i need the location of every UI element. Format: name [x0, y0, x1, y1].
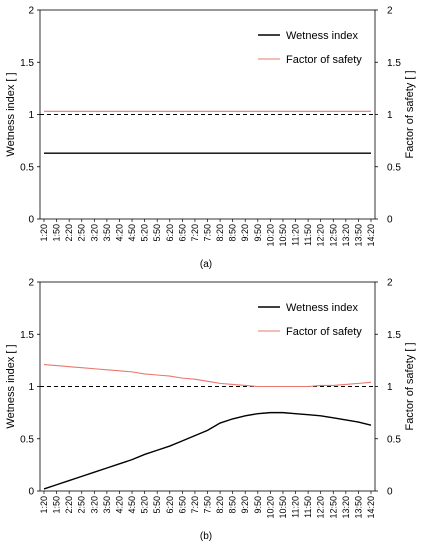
x-tick-label: 4:50: [127, 224, 137, 242]
y-right-tick-label: 0.5: [387, 434, 401, 445]
x-tick-label: 4:20: [114, 224, 124, 242]
x-tick-label: 3:50: [102, 496, 112, 514]
x-tick-label: 7:50: [203, 224, 213, 242]
y-tick-label: 2: [28, 6, 34, 17]
y-right-tick-label: 2: [387, 6, 393, 17]
y-right-tick-label: 0.5: [387, 162, 401, 173]
x-tick-label: 12:50: [328, 224, 338, 247]
y-right-tick-label: 0: [387, 487, 393, 498]
chart-panel-1: 0 0.5 1 1.5 2 0 0.5 1 1.5 2 1:20 1:50 2:20 2:50 3:20 3:…: [5, 6, 416, 271]
x-tick-label: 1:50: [52, 224, 62, 242]
y-right-tick-label: 0: [387, 215, 393, 226]
x-tick-label: 8:20: [215, 496, 225, 514]
x-tick-label: 12:20: [316, 496, 326, 519]
x-tick-label: 7:50: [203, 496, 213, 514]
x-tick-label: 3:50: [102, 224, 112, 242]
y-right-tick-label: 1.5: [387, 58, 401, 69]
legend-label: Factor of safety: [286, 54, 362, 66]
x-tick-label: 13:20: [341, 496, 351, 519]
y-axis-title: Wetness index [ ]: [5, 344, 17, 428]
x-tick-label: 5:20: [140, 224, 150, 242]
y-tick-label: 1.5: [20, 330, 34, 341]
x-tick-label: 12:50: [328, 496, 338, 519]
y-tick-label: 0.5: [20, 162, 34, 173]
x-tick-label: 8:20: [215, 224, 225, 242]
x-tick-label: 9:50: [253, 496, 263, 514]
x-tick-label: 6:20: [165, 224, 175, 242]
legend-label: Factor of safety: [286, 326, 362, 338]
x-tick-label: 10:20: [265, 224, 275, 247]
x-tick-label: 7:20: [190, 496, 200, 514]
x-tick-label: 3:20: [89, 224, 99, 242]
x-tick-label: 4:20: [114, 496, 124, 514]
x-tick-label: 1:20: [39, 224, 49, 242]
x-tick-label: 10:50: [278, 224, 288, 247]
y-tick-label: 1: [28, 382, 34, 393]
y-axis-title: Wetness index [ ]: [5, 72, 17, 156]
x-tick-label: 6:50: [177, 224, 187, 242]
y-right-tick-label: 2: [387, 278, 393, 289]
x-tick-label: 4:50: [127, 496, 137, 514]
x-tick-label: 11:50: [303, 224, 313, 246]
x-tick-label: 1:50: [52, 496, 62, 514]
legend-label: Wetness index: [286, 30, 358, 42]
x-tick-label: 13:50: [353, 496, 363, 519]
x-tick-label: 1:20: [39, 496, 49, 514]
x-tick-label: 8:50: [228, 496, 238, 514]
legend-label: Wetness index: [286, 302, 358, 314]
x-tick-label: 13:20: [341, 224, 351, 247]
y-tick-label: 0.5: [20, 434, 34, 445]
series-line-wetness-index: [43, 411, 372, 490]
x-tick-label: 9:50: [253, 224, 263, 242]
x-tick-label: 13:50: [353, 224, 363, 247]
y-right-tick-label: 1.5: [387, 330, 401, 341]
y-right-tick-label: 1: [387, 110, 393, 121]
series-line-factor-of-safety: [43, 364, 372, 388]
x-tick-label: 3:20: [89, 496, 99, 514]
y-tick-label: 0: [28, 487, 34, 498]
x-tick-label: 2:50: [77, 496, 87, 514]
x-tick-label: 9:20: [240, 496, 250, 514]
panel-label: (b): [200, 531, 212, 542]
y-tick-label: 0: [28, 215, 34, 226]
x-tick-label: 5:20: [140, 496, 150, 514]
x-tick-label: 5:50: [152, 496, 162, 514]
x-tick-label: 14:20: [366, 224, 376, 247]
x-tick-label: 2:20: [64, 496, 74, 514]
y-tick-label: 2: [28, 278, 34, 289]
x-tick-label: 2:20: [64, 224, 74, 242]
y-right-axis-title: Factor of safety [ ]: [404, 70, 416, 158]
x-tick-label: 6:50: [177, 496, 187, 514]
x-tick-label: 10:50: [278, 496, 288, 519]
x-tick-label: 6:20: [165, 496, 175, 514]
chart-panel-2: 0 0.5 1 1.5 2 0 0.5 1 1.5 2 1:20 1:50 2:20 2:50 3:20 3:…: [5, 278, 416, 543]
x-tick-label: 5:50: [152, 224, 162, 242]
x-tick-label: 12:20: [316, 224, 326, 247]
x-tick-label: 8:50: [228, 224, 238, 242]
x-tick-label: 10:20: [265, 496, 275, 519]
y-tick-label: 1: [28, 110, 34, 121]
y-right-axis-title: Factor of safety [ ]: [404, 342, 416, 430]
x-tick-label: 9:20: [240, 224, 250, 242]
y-right-tick-label: 1: [387, 382, 393, 393]
y-tick-label: 1.5: [20, 58, 34, 69]
x-tick-label: 11:50: [303, 496, 313, 518]
x-tick-label: 2:50: [77, 224, 87, 242]
x-tick-label: 11:20: [291, 496, 301, 518]
x-tick-label: 14:20: [366, 496, 376, 519]
x-tick-label: 11:20: [291, 224, 301, 246]
x-tick-label: 7:20: [190, 224, 200, 242]
panel-label: (a): [200, 259, 212, 270]
